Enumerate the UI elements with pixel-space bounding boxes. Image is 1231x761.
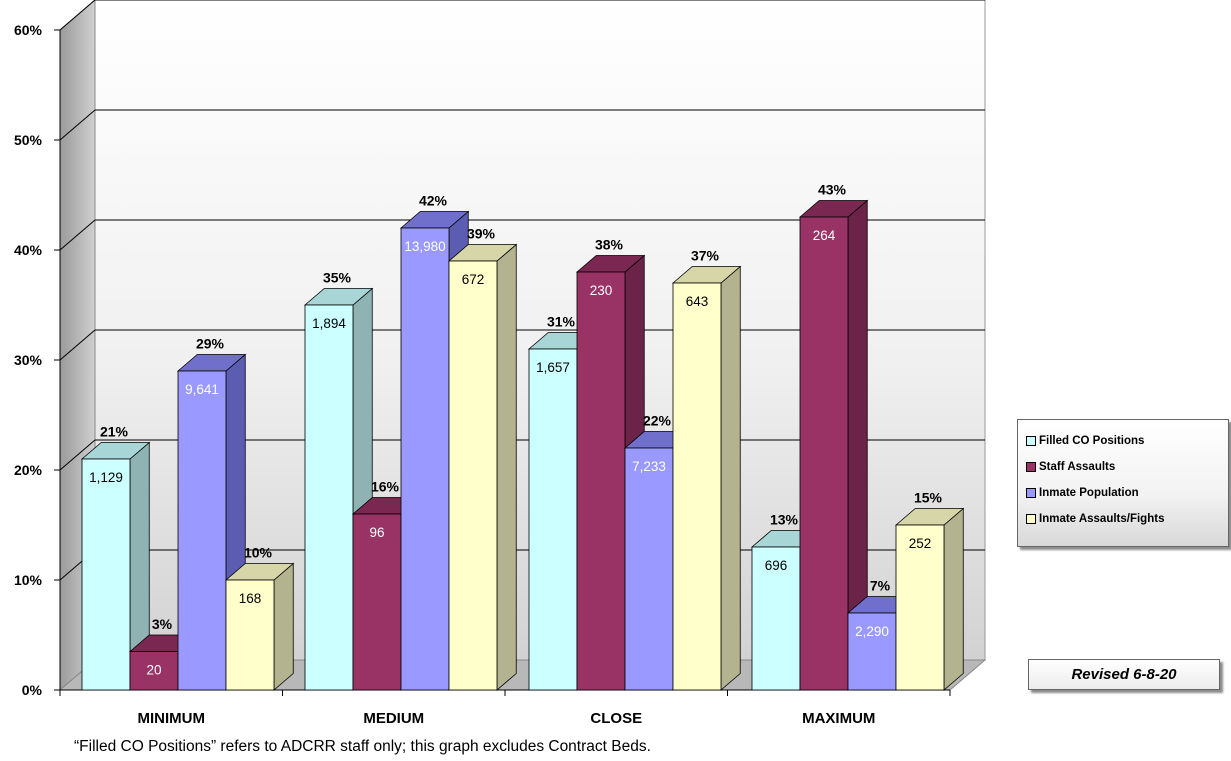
percent-label: 42% [419,193,448,209]
count-label: 672 [462,272,485,287]
y-tick-label: 60% [14,22,43,38]
legend-item-inmate-assaults-fights: Inmate Assaults/Fights [1026,506,1228,532]
count-label: 264 [813,228,836,243]
percent-label: 29% [196,336,225,352]
count-label: 1,129 [89,470,123,485]
legend-item-filled-co-positions: Filled CO Positions [1026,428,1228,454]
bar-side [496,243,517,691]
percent-label: 13% [770,512,799,528]
gridline-side [59,329,96,361]
percent-label: 39% [467,226,496,242]
bar [528,348,578,691]
bar [751,546,801,691]
legend-item-staff-assaults: Staff Assaults [1026,454,1228,480]
count-label: 9,641 [185,382,219,397]
count-label: 696 [765,558,788,573]
percent-label: 10% [244,545,273,561]
count-label: 96 [369,525,384,540]
bar [81,458,131,691]
count-label: 2,290 [855,624,889,639]
x-tick-label: MEDIUM [363,710,424,727]
bar [672,282,722,691]
data-labels: 21% 1,129 3% 20 29% 9,641 10% 168 35% 1,894 16% 96 4… [89,182,942,678]
gridline-side [59,439,96,471]
legend-label: Inmate Population [1039,487,1139,499]
bar [624,447,674,691]
footnote: “Filled CO Positions” refers to ADCRR st… [74,738,651,755]
bar-side [273,562,294,691]
y-tick-label: 30% [14,352,43,368]
count-label: 13,980 [404,239,445,254]
bar-side [943,507,964,691]
y-tick-label: 0% [22,682,43,698]
bar [225,579,275,691]
count-label: 643 [686,294,709,309]
legend-label: Filled CO Positions [1039,435,1145,447]
bar [576,271,626,691]
revised-note: Revised 6-8-20 [1028,659,1220,690]
x-tick-label: MINIMUM [138,710,206,727]
count-label: 230 [590,283,613,298]
x-tick-label: CLOSE [590,710,642,727]
percent-label: 16% [371,479,400,495]
legend: Filled CO Positions Staff Assaults Inmat… [1017,419,1229,547]
percent-label: 31% [547,314,576,330]
percent-label: 15% [914,490,943,506]
bar-side [720,265,741,691]
bar [304,304,354,691]
gridline-side [59,0,96,31]
percent-label: 7% [870,578,891,594]
bar [799,216,849,691]
count-label: 168 [239,591,262,606]
percent-label: 35% [323,270,352,286]
gridline-side [59,109,96,141]
bar [895,524,945,691]
y-tick-label: 50% [14,132,43,148]
legend-swatch [1026,488,1036,498]
y-tick-label: 10% [14,572,43,588]
percent-label: 22% [643,413,672,429]
percent-label: 38% [595,237,624,253]
percent-label: 43% [818,182,847,198]
y-tick-label: 20% [14,462,43,478]
count-label: 7,233 [632,459,666,474]
bars [80,199,965,691]
percent-label: 37% [691,248,720,264]
bar [448,260,498,691]
count-label: 20 [146,663,161,678]
y-tick-label: 40% [14,242,43,258]
legend-swatch [1026,462,1036,472]
percent-label: 21% [100,424,129,440]
gridline-side [59,219,96,251]
bar [129,651,179,691]
percent-label: 3% [152,616,173,632]
legend-label: Staff Assaults [1039,461,1116,473]
count-label: 252 [909,536,932,551]
count-label: 1,657 [536,360,570,375]
bar [177,370,227,691]
legend-swatch [1026,514,1036,524]
legend-swatch [1026,436,1036,446]
axes: 0% 10% 20% 30% 40% 50% 60% MINIMUM MEDIUM CLOSE MA… [14,22,951,727]
legend-label: Inmate Assaults/Fights [1039,513,1165,525]
count-label: 1,894 [312,316,346,331]
bar [352,513,402,691]
legend-item-inmate-population: Inmate Population [1026,480,1228,506]
bar [400,227,450,691]
x-tick-label: MAXIMUM [802,710,875,727]
